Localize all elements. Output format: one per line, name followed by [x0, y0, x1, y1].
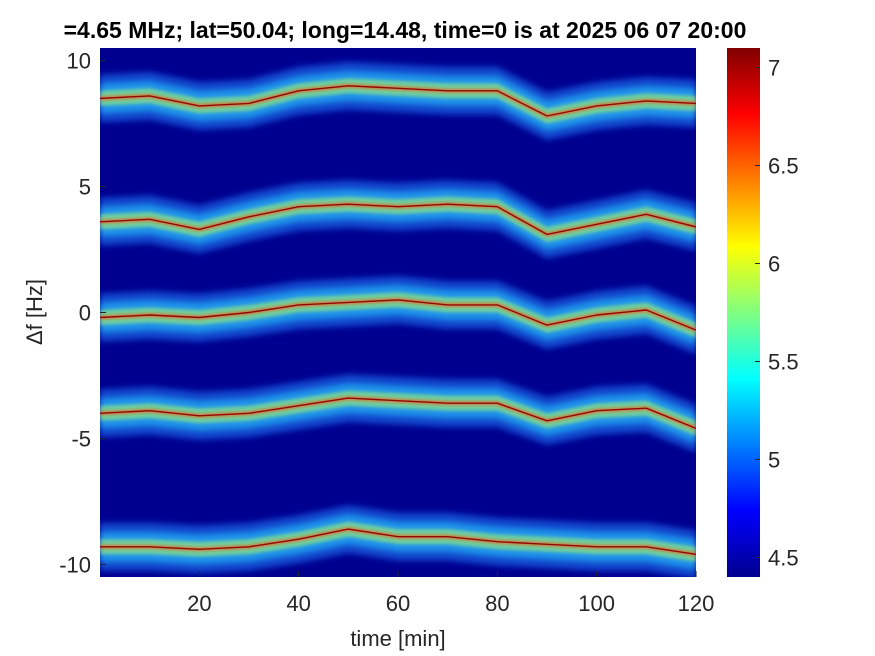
band-trace [100, 528, 696, 555]
colorbar-tick-label: 6 [768, 252, 780, 277]
x-tick-label: 100 [578, 591, 615, 616]
colorbar-tick-label: 5 [768, 447, 780, 472]
colorbar-tick-label: 5.5 [768, 349, 799, 374]
y-axis: 10 5 0 -5 -10 [59, 49, 106, 577]
band-layer [100, 78, 696, 124]
x-tick-label: 80 [485, 591, 509, 616]
heatmap-band [100, 61, 696, 140]
x-tick-label: 40 [286, 591, 310, 616]
colorbar-tick-label: 7 [768, 56, 780, 81]
band-layer [100, 521, 696, 562]
band-trace [100, 85, 696, 117]
y-tick-label: 10 [67, 49, 91, 74]
chart-title: =4.65 MHz; lat=50.04; long=14.48, time=0… [64, 17, 747, 43]
x-tick-label: 60 [386, 591, 410, 616]
heatmap-band [100, 374, 696, 453]
x-tick-label: 20 [187, 591, 211, 616]
band-trace [100, 299, 696, 331]
y-tick-label: 5 [79, 175, 91, 200]
colorbar-ticks: 7 6.5 6 5.5 5 4.5 [755, 56, 799, 570]
colorbar [727, 48, 760, 577]
band-trace [100, 203, 696, 236]
colorbar-tick-label: 4.5 [768, 545, 799, 570]
heatmap-band [100, 505, 696, 577]
band-trace [100, 397, 696, 430]
x-tick-label: 120 [678, 591, 715, 616]
heatmap-band [100, 276, 696, 355]
x-axis: 20 40 60 80 100 120 [187, 571, 714, 616]
y-tick-label: 0 [79, 301, 91, 326]
x-axis-label: time [min] [350, 626, 445, 651]
y-axis-label: Δf [Hz] [22, 279, 47, 345]
heatmap-band [100, 180, 696, 259]
y-tick-label: -5 [71, 426, 91, 451]
band-layer [100, 390, 696, 436]
heatmap-bands [100, 61, 696, 577]
colorbar-tick-label: 6.5 [768, 154, 799, 179]
y-tick-label: -10 [59, 552, 91, 577]
band-layer [100, 196, 696, 242]
